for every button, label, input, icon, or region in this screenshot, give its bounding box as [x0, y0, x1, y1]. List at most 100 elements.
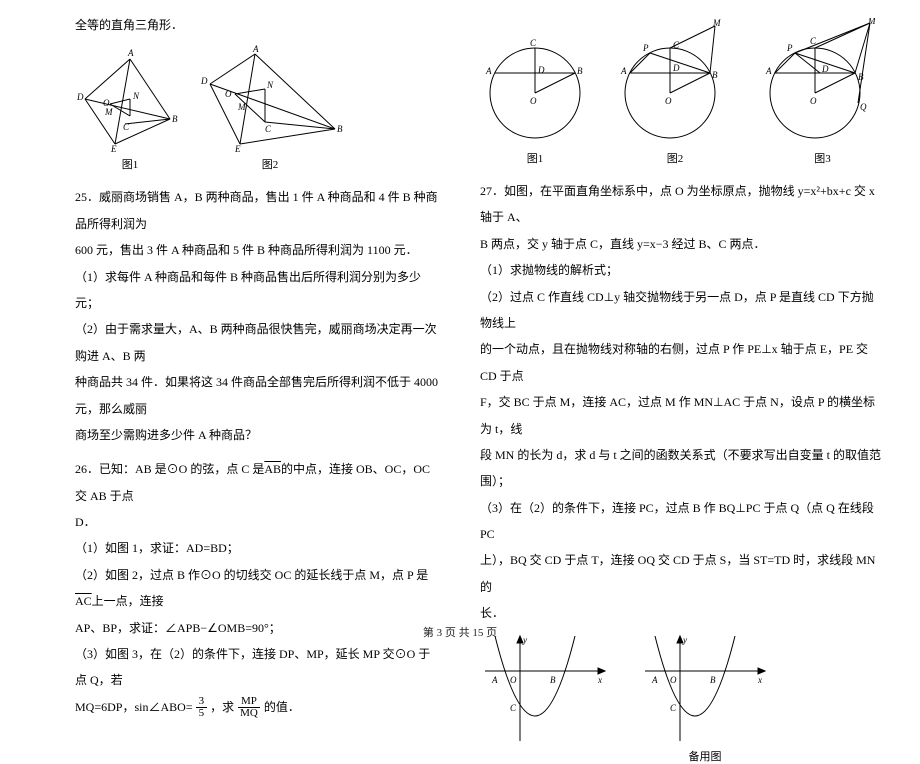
q26-p1a: 26．已知：AB 是⊙O 的弦，点 C 是 [75, 462, 264, 476]
q26-line2: D． [75, 509, 440, 535]
q25-line2: 600 元，售出 3 件 A 种商品和 5 件 B 种商品所得利润为 1100 … [75, 237, 440, 263]
svg-text:B: B [337, 124, 343, 134]
svg-text:O: O [225, 89, 232, 99]
svg-text:M: M [712, 18, 721, 28]
q26-figures: A B C D O 图1 [480, 18, 885, 166]
q26-line4: （2）如图 2，过点 B 作⊙O 的切线交 OC 的延长线于点 M，点 P 是 A… [75, 562, 440, 615]
left-column: 全等的直角三角形． A B [0, 0, 460, 650]
svg-text:A: A [765, 66, 772, 76]
circle-fig2-label: 图2 [667, 150, 684, 166]
svg-text:Q: Q [860, 102, 867, 112]
frac-num: 3 [196, 696, 208, 708]
svg-text:A: A [252, 44, 259, 54]
q25-line3: （1）求每件 A 种商品和每件 B 种商品售出后所得利润分别为多少元； [75, 264, 440, 317]
svg-text:B: B [858, 72, 864, 82]
svg-text:A: A [127, 48, 134, 58]
geometry-diagram-2: A B C D E O M N [195, 44, 345, 154]
svg-text:N: N [132, 91, 140, 101]
q27-line7: 段 MN 的长为 d，求 d 与 t 之间的函数关系式（不要求写出自变量 t 的… [480, 442, 885, 495]
svg-text:D: D [200, 76, 208, 86]
svg-text:B: B [550, 675, 556, 685]
q27-line8: （3）在（2）的条件下，连接 PC，过点 B 作 BQ⊥PC 于点 Q（点 Q … [480, 495, 885, 548]
frac-den2: MQ [237, 708, 261, 719]
svg-text:P: P [786, 43, 793, 53]
svg-text:D: D [537, 65, 545, 75]
svg-text:C: C [510, 703, 517, 713]
q27-line4: （2）过点 C 作直线 CD⊥y 轴交抛物线于另一点 D，点 P 是直线 CD … [480, 284, 885, 337]
svg-text:N: N [266, 80, 274, 90]
q26-p7c: 的值． [264, 700, 300, 714]
svg-text:C: C [123, 122, 130, 132]
q26-p4b: 上一点，连接 [92, 594, 164, 608]
circle-diagram-2: A B C D O P M [615, 18, 735, 148]
svg-text:M: M [867, 18, 876, 26]
q27-line5: 的一个动点，且在抛物线对称轴的右侧，过点 P 作 PE⊥x 轴于点 E，PE 交… [480, 336, 885, 389]
q27-line2: B 两点，交 y 轴于点 C，直线 y=x−3 经过 B、C 两点． [480, 231, 885, 257]
svg-text:M: M [104, 107, 113, 117]
svg-text:C: C [673, 40, 680, 50]
fig2-label: 图2 [262, 156, 279, 172]
svg-text:O: O [665, 96, 672, 106]
svg-text:M: M [237, 102, 246, 112]
circle-fig-3: A B C D O P M Q 图3 [760, 18, 885, 166]
svg-text:P: P [642, 43, 649, 53]
svg-text:O: O [670, 675, 677, 685]
svg-text:O: O [530, 96, 537, 106]
arc-AB: AB [264, 462, 281, 476]
svg-text:B: B [577, 66, 583, 76]
intro-text: 全等的直角三角形． [75, 12, 440, 38]
svg-text:A: A [651, 675, 658, 685]
q26-p4a: （2）如图 2，过点 B 作⊙O 的切线交 OC 的延长线于点 M，点 P 是 [75, 568, 428, 582]
svg-text:C: C [810, 36, 817, 46]
figure-2: A B C D E O M N 图2 [195, 44, 345, 172]
svg-text:A: A [620, 66, 627, 76]
fig1-label: 图1 [122, 156, 139, 172]
q27-line9: 上），BQ 交 CD 于点 T，连接 OQ 交 CD 于点 S，当 ST=TD … [480, 547, 885, 600]
backup-label: 备用图 [689, 748, 722, 764]
circle-diagram-1: A B C D O [480, 18, 590, 148]
parabola-diagram-1: y x A O B C [480, 631, 610, 746]
q25-line5: 种商品共 34 件．如果将这 34 件商品全部售完后所得利润不低于 4000 元… [75, 369, 440, 422]
svg-text:D: D [821, 64, 829, 74]
fraction-mp-mq: MP MQ [237, 696, 261, 719]
q26-line3: （1）如图 1，求证：AD=BD； [75, 535, 440, 561]
svg-text:C: C [670, 703, 677, 713]
svg-text:D: D [672, 63, 680, 73]
right-column: A B C D O 图1 [460, 0, 920, 650]
frac-den: 5 [196, 708, 208, 719]
svg-text:B: B [172, 114, 178, 124]
frac-num2: MP [238, 696, 260, 708]
parabola-fig-1: y x A O B C [480, 631, 610, 764]
q26-line6: （3）如图 3，在（2）的条件下，连接 DP、MP，延长 MP 交⊙O 于点 Q… [75, 641, 440, 694]
circle-diagram-3: A B C D O P M Q [760, 18, 885, 148]
parabola-diagram-2: y x A O B C [640, 631, 770, 746]
svg-text:D: D [76, 92, 84, 102]
q27-figures: y x A O B C y [480, 631, 885, 764]
svg-text:x: x [757, 675, 762, 685]
q25-line6: 商场至少需购进多少件 A 种商品？ [75, 422, 440, 448]
circle-fig-2: A B C D O P M 图2 [615, 18, 735, 166]
circle-fig3-label: 图3 [814, 150, 831, 166]
figure-1: A B C D E O M N 图1 [75, 44, 185, 172]
svg-text:E: E [110, 144, 117, 154]
q26-line1: 26．已知：AB 是⊙O 的弦，点 C 是AB的中点，连接 OB、OC，OC 交… [75, 456, 440, 509]
arc-AC: AC [75, 594, 92, 608]
svg-text:O: O [810, 96, 817, 106]
svg-text:E: E [234, 144, 241, 154]
circle-fig-1: A B C D O 图1 [480, 18, 590, 166]
q27-line6: F，交 BC 于点 M，连接 AC，过点 M 作 MN⊥AC 于点 N，设点 P… [480, 389, 885, 442]
svg-text:A: A [485, 66, 492, 76]
svg-text:O: O [510, 675, 517, 685]
page-footer: 第 3 页 共 15 页 [0, 624, 920, 640]
q25-line1: 25．威丽商场销售 A，B 两种商品，售出 1 件 A 种商品和 4 件 B 种… [75, 184, 440, 237]
q24-figures: A B C D E O M N 图1 [75, 44, 440, 172]
q27-line1: 27．如图，在平面直角坐标系中，点 O 为坐标原点，抛物线 y=x²+bx+c … [480, 178, 885, 231]
q26-p7b: ，求 [210, 700, 234, 714]
q26-p7a: MQ=6DP，sin∠ABO= [75, 700, 193, 714]
geometry-diagram-1: A B C D E O M N [75, 44, 185, 154]
svg-text:C: C [530, 38, 537, 48]
fraction-3-5: 3 5 [196, 696, 208, 719]
q26-line7: MQ=6DP，sin∠ABO= 3 5 ，求 MP MQ 的值． [75, 694, 440, 720]
svg-text:A: A [491, 675, 498, 685]
circle-fig1-label: 图1 [527, 150, 544, 166]
